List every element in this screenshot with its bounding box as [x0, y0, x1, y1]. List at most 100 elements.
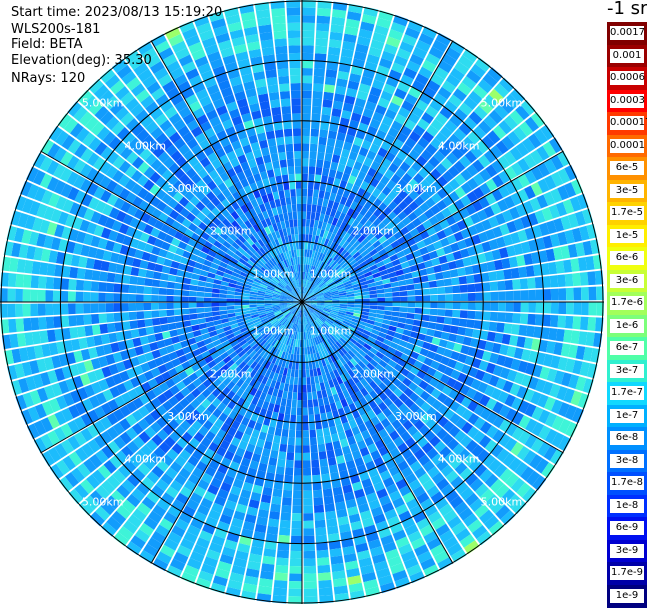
beta-gate-cell — [278, 190, 284, 198]
beta-gate-cell — [286, 460, 294, 468]
beta-gate-cell — [287, 23, 300, 31]
beta-gate-cell — [444, 317, 452, 325]
beta-gate-cell — [288, 384, 293, 392]
beta-gate-cell — [297, 347, 300, 355]
beta-gate-cell — [290, 415, 296, 423]
beta-gate-cell — [298, 377, 302, 385]
beta-gate-cell — [38, 304, 46, 316]
beta-gate-cell — [277, 144, 285, 152]
beta-gate-cell — [385, 293, 393, 298]
beta-gate-cell — [289, 219, 294, 227]
colorbar-tick-label: 1.7e-5 — [610, 206, 644, 220]
colorbar-tick-label: 0.0003 — [610, 94, 644, 108]
beta-gate-cell — [442, 324, 451, 332]
beta-gate-cell — [169, 329, 178, 337]
beta-gate-cell — [566, 288, 574, 301]
beta-gate-cell — [121, 284, 129, 293]
beta-gate-cell — [464, 266, 473, 275]
beta-gate-cell — [496, 270, 505, 280]
beta-gate-cell — [293, 128, 301, 136]
beta-gate-cell — [311, 452, 319, 460]
colorbar-tick-label: 6e-9 — [610, 521, 644, 535]
beta-gate-cell — [212, 288, 220, 293]
beta-gate-cell — [294, 377, 298, 385]
beta-gate-cell — [174, 283, 182, 290]
beta-gate-cell — [204, 292, 212, 297]
beta-gate-cell — [317, 565, 330, 574]
beta-gate-cell — [303, 423, 309, 431]
beta-gate-cell — [445, 310, 453, 317]
beta-gate-cell — [129, 285, 137, 293]
beta-gate-cell — [189, 303, 197, 308]
beta-gate-cell — [460, 293, 468, 301]
beta-gate-cell — [311, 121, 320, 129]
beta-gate-cell — [572, 316, 580, 329]
beta-gate-cell — [318, 580, 332, 589]
beta-gate-cell — [319, 587, 333, 596]
beta-gate-cell — [392, 292, 400, 297]
beta-gate-cell — [313, 76, 324, 84]
beta-gate-cell — [444, 278, 452, 286]
beta-gate-cell — [83, 314, 91, 324]
beta-gate-cell — [302, 113, 311, 121]
colorbar-tick-label: 3e-8 — [610, 454, 644, 468]
beta-gate-cell — [377, 293, 385, 297]
beta-gate-cell — [290, 377, 295, 385]
beta-gate-cell — [16, 318, 25, 332]
beta-gate-cell — [296, 196, 301, 204]
beta-gate-cell — [283, 490, 292, 498]
beta-gate-cell — [315, 213, 320, 221]
colorbar-tick-label: 1e-8 — [610, 499, 644, 513]
beta-gate-cell — [317, 15, 331, 24]
range-ring-label: 5.00km — [481, 97, 523, 110]
beta-gate-cell — [415, 289, 423, 295]
beta-gate-cell — [327, 526, 339, 535]
beta-gate-cell — [278, 76, 289, 84]
beta-gate-cell — [355, 305, 363, 308]
beta-gate-cell — [151, 310, 159, 317]
beta-gate-cell — [266, 131, 275, 140]
beta-gate-cell — [153, 325, 162, 333]
beta-gate-cell — [136, 286, 144, 294]
beta-gate-cell — [295, 370, 299, 378]
beta-gate-cell — [297, 393, 302, 401]
beta-gate-cell — [168, 275, 177, 282]
beta-gate-cell — [505, 313, 513, 323]
beta-gate-cell — [302, 340, 304, 348]
beta-gate-cell — [296, 249, 299, 257]
beta-gate-cell — [306, 227, 310, 235]
beta-gate-cell — [31, 317, 40, 330]
beta-gate-cell — [182, 315, 190, 321]
beta-gate-cell — [318, 144, 326, 152]
beta-gate-cell — [308, 400, 313, 408]
beta-gate-cell — [302, 38, 314, 46]
beta-gate-cell — [262, 47, 275, 56]
beta-gate-cell — [291, 91, 301, 99]
beta-gate-cell — [268, 457, 277, 466]
beta-gate-cell — [131, 329, 140, 338]
beta-gate-cell — [400, 296, 408, 301]
beta-gate-cell — [314, 182, 320, 190]
range-ring-label: 4.00km — [438, 139, 480, 152]
beta-gate-cell — [311, 204, 316, 212]
beta-gate-cell — [362, 305, 370, 309]
beta-gate-cell — [308, 234, 312, 242]
beta-gate-cell — [312, 98, 322, 106]
beta-gate-cell — [291, 528, 302, 536]
beta-gate-cell — [310, 151, 317, 159]
beta-gate-cell — [76, 280, 84, 291]
range-ring-label: 4.00km — [438, 453, 480, 466]
range-ring-label: 1.00km — [253, 325, 295, 338]
colorbar-tick-label: 0.0017 — [610, 26, 644, 40]
beta-gate-cell — [266, 433, 274, 442]
beta-gate-cell — [280, 159, 287, 167]
beta-gate-cell — [144, 286, 152, 294]
beta-gate-cell — [513, 291, 521, 301]
beta-gate-cell — [262, 556, 275, 565]
beta-gate-cell — [167, 282, 175, 289]
beta-gate-cell — [275, 428, 282, 437]
beta-gate-cell — [316, 535, 328, 543]
beta-gate-cell — [154, 264, 163, 272]
range-ring-label: 3.00km — [395, 410, 437, 423]
beta-gate-cell — [302, 166, 308, 174]
